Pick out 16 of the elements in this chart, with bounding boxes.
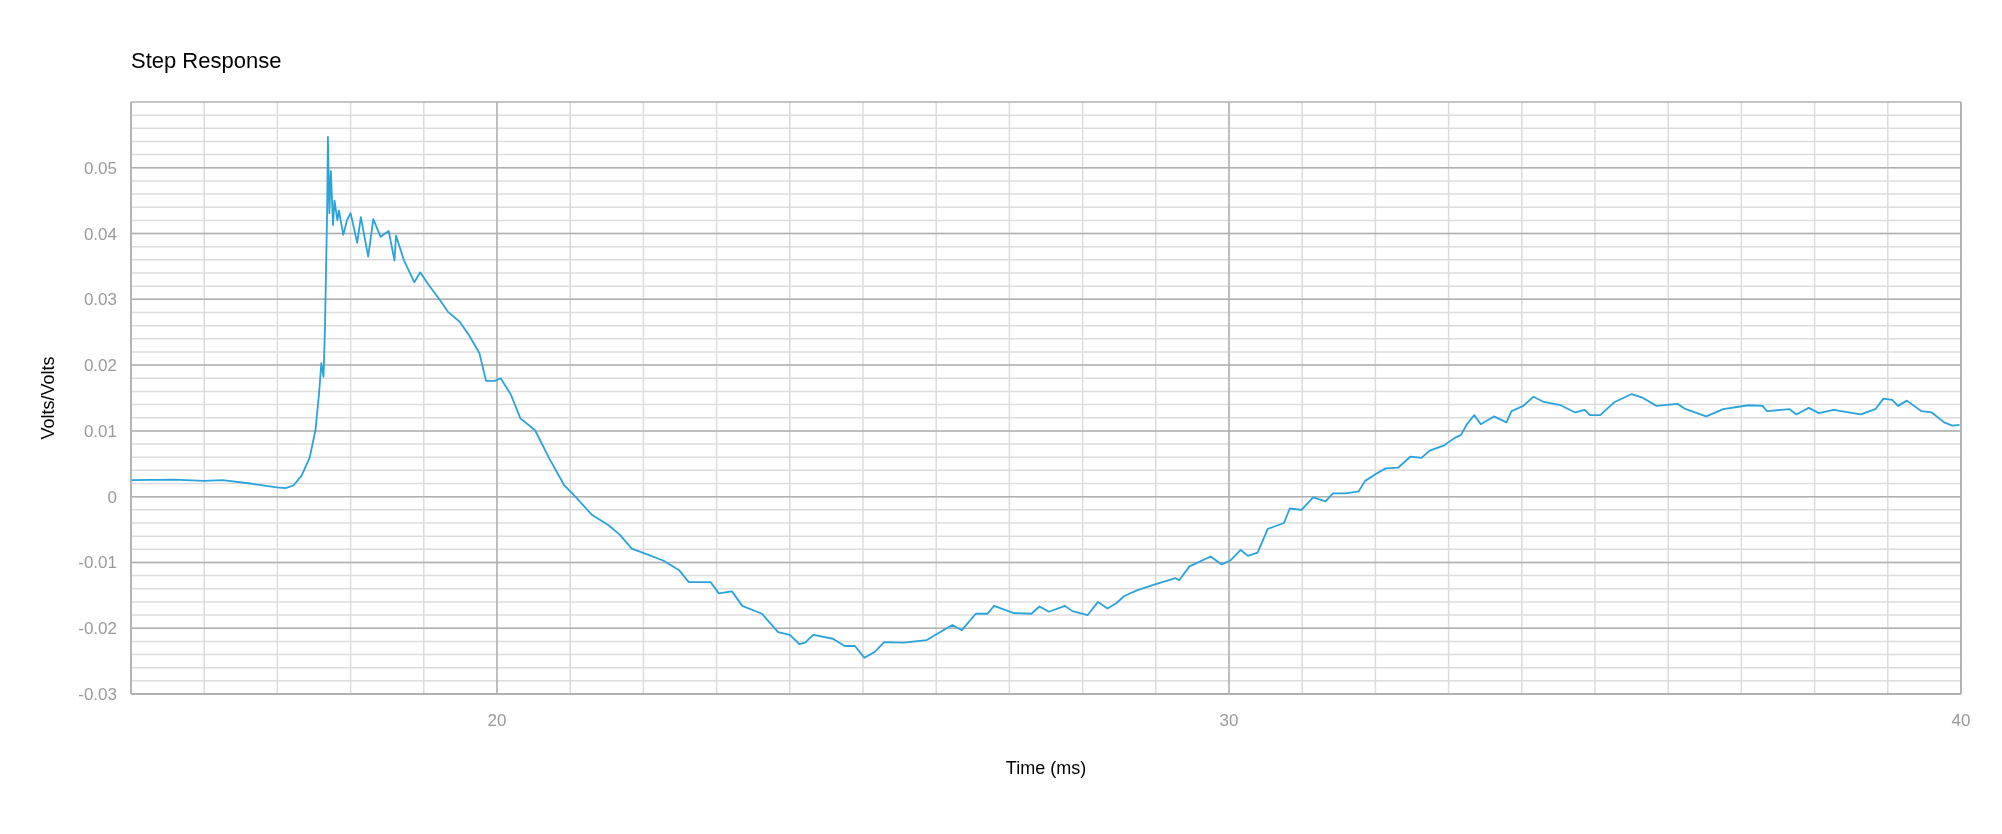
y-tick-label: 0.02	[83, 356, 117, 376]
line-series	[131, 135, 1961, 659]
x-tick-label: 20	[487, 711, 507, 731]
y-axis-title: Volts/Volts	[38, 356, 59, 440]
y-tick-label: 0.03	[83, 290, 117, 310]
y-tick-label: 0.01	[83, 421, 117, 441]
chart-title: Step Response	[131, 48, 282, 74]
y-tick-label: -0.02	[78, 619, 117, 639]
y-tick-label: -0.01	[78, 553, 117, 573]
y-tick-label: -0.03	[78, 685, 117, 705]
y-tick-label: 0.05	[83, 158, 117, 178]
y-tick-label: 0	[107, 487, 117, 507]
y-tick-label: 0.04	[83, 224, 117, 244]
x-tick-label: 30	[1219, 711, 1239, 731]
x-tick-label: 40	[1951, 711, 1971, 731]
x-axis-title: Time (ms)	[1005, 758, 1087, 778]
